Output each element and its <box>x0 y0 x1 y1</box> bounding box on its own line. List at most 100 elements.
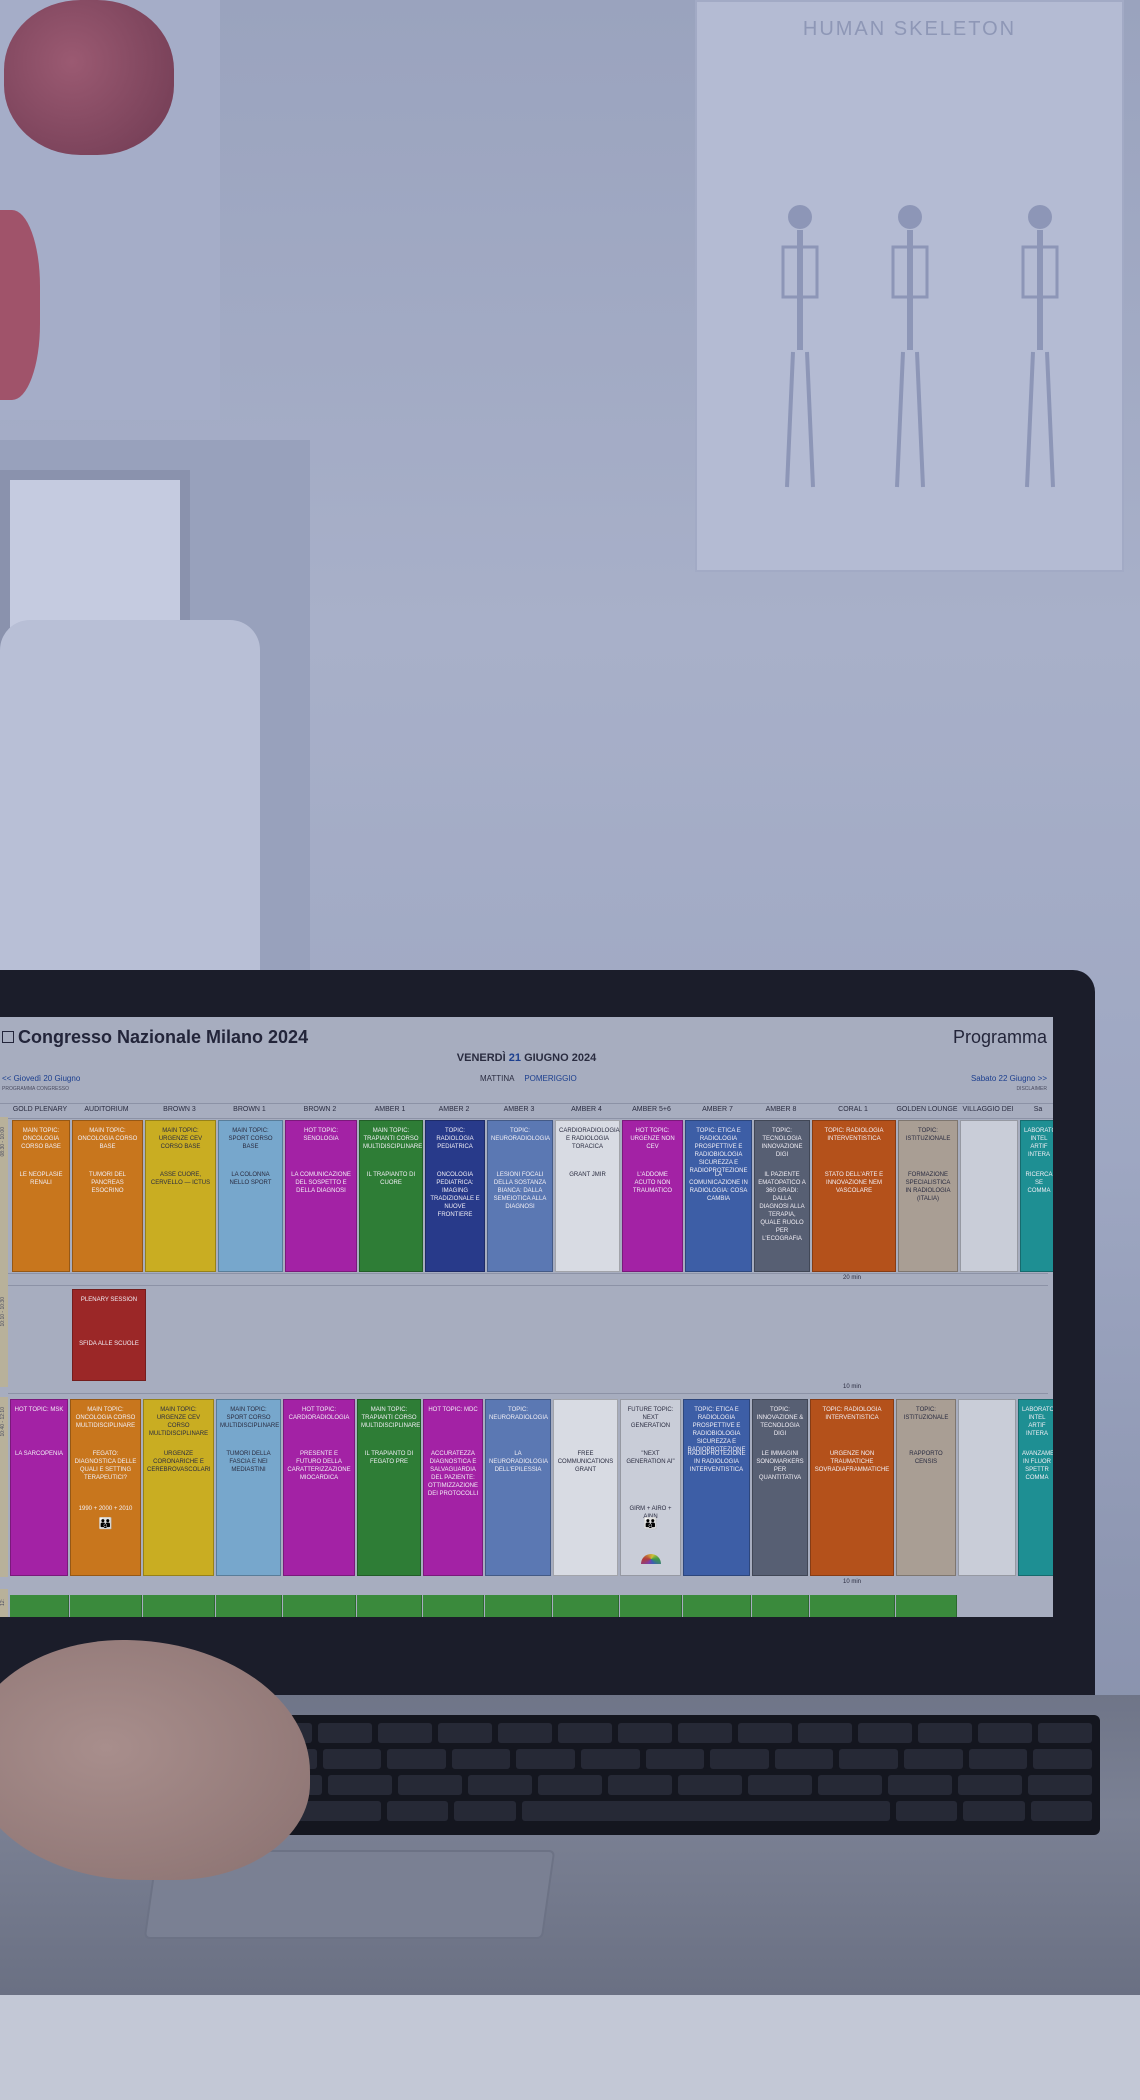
room-header: BROWN 3 <box>163 1106 196 1113</box>
section-title: Programma <box>952 1027 1047 1047</box>
session-title: LA NEURORADIOLOGIA DELL'EPILESSIA <box>489 1451 549 1473</box>
session-card[interactable] <box>958 1399 1016 1576</box>
disclaimer-link[interactable]: DISCLAIMER <box>1016 1086 1047 1092</box>
room-header: AMBER 8 <box>765 1106 797 1113</box>
session-card[interactable] <box>960 1120 1018 1272</box>
session-bar[interactable] <box>810 1595 895 1617</box>
session-card[interactable]: MAIN TOPIC: ONCOLOGIA CORSO BASE LE NEOPL… <box>12 1120 70 1272</box>
session-card[interactable]: MAIN TOPIC: SPORT CORSO MULTIDISCIPLINAR… <box>216 1399 281 1576</box>
session-title: SFIDA ALLE SCUOLE <box>79 1341 139 1347</box>
session-title: FEGATO: DIAGNOSTICA DELLE QUALI E SETTIN… <box>74 1451 137 1481</box>
laptop-screen: Congresso Nazionale Milano 2024 Programm… <box>0 1017 1053 1617</box>
session-bar[interactable] <box>216 1595 282 1617</box>
time-strip <box>0 1397 8 1577</box>
session-bar[interactable] <box>620 1595 682 1617</box>
session-card[interactable]: TOPIC: ETICA E RADIOLOGIA PROSPETTIVE E … <box>685 1120 752 1272</box>
session-card[interactable]: LABORATORIO INTEL ARTIF INTERA AVANZAMENT… <box>1018 1399 1053 1576</box>
session-bar[interactable] <box>143 1595 215 1617</box>
skeleton-figure <box>891 205 929 488</box>
session-bar[interactable] <box>283 1595 356 1617</box>
session-title: LA COMUNICAZIONE DEL SOSPETTO E DELLA DI… <box>291 1172 351 1194</box>
time-strip <box>0 1117 8 1289</box>
session-topic: PLENARY SESSION <box>80 1297 138 1303</box>
program-link[interactable]: PROGRAMMA CONGRESSO <box>2 1086 69 1092</box>
session-topic: MAIN TOPIC: SPORT CORSO BASE <box>228 1128 273 1150</box>
session-card[interactable]: TOPIC: ISTITUZIONALE RAPPORTO CENSIS <box>896 1399 956 1576</box>
session-card[interactable]: HOT TOPIC: SENOLOGIA LA COMUNICAZIONE DEL… <box>285 1120 357 1272</box>
room-header: AMBER 7 <box>702 1106 733 1113</box>
anatomical-model <box>0 210 40 400</box>
session-bar[interactable] <box>752 1595 809 1617</box>
room-header: BROWN 2 <box>303 1106 337 1113</box>
session-card[interactable]: MAIN TOPIC: URGENZE CEV CORSO MULTIDISCI… <box>143 1399 214 1576</box>
session-card[interactable]: FREE COMMUNICATIONS GRANT <box>553 1399 618 1576</box>
period-toggle: MATTINA POMERIGGIO <box>480 1074 577 1083</box>
session-card[interactable]: MAIN TOPIC: ONCOLOGIA CORSO MULTIDISCIPL… <box>70 1399 141 1576</box>
session-card[interactable]: HOT TOPIC: CARDIORADIOLOGIA PRESENTE E FU… <box>283 1399 355 1576</box>
session-card[interactable]: TOPIC: INNOVAZIONE & TECNOLOGIA DIGI LE I… <box>752 1399 808 1576</box>
session-topic: HOT TOPIC: SENOLOGIA <box>303 1128 339 1142</box>
session-title: IL TRAPIANTO DI CUORE <box>366 1172 416 1186</box>
tab-mattina[interactable]: MATTINA <box>480 1074 515 1083</box>
divider <box>8 1273 1048 1274</box>
time-slot-label: 10:40 - 12:10 <box>0 1407 6 1437</box>
people-icon: 👪 <box>643 1518 658 1530</box>
break-label: 20 min <box>843 1275 862 1281</box>
session-card[interactable]: TOPIC: NEURORADIOLOGIA LESIONI FOCALI DEL… <box>487 1120 553 1272</box>
keyboard <box>250 1715 1100 1835</box>
session-card[interactable]: TOPIC: ETICA E RADIOLOGIA PROSPETTIVE E … <box>683 1399 750 1576</box>
session-card[interactable]: TOPIC: NEURORADIOLOGIA LA NEURORADIOLOGIA… <box>485 1399 551 1576</box>
session-topic: MAIN TOPIC: ONCOLOGIA CORSO BASE <box>21 1128 61 1150</box>
prev-day-link[interactable]: << Giovedì 20 Giugno <box>2 1074 81 1083</box>
session-bar[interactable] <box>423 1595 484 1617</box>
session-title: LE NEOPLASIE RENALI <box>19 1172 63 1186</box>
session-bar[interactable] <box>896 1595 957 1617</box>
time-strip <box>0 1287 8 1387</box>
time-slot-label: 10:10 - 10:30 <box>0 1297 6 1327</box>
session-topic: MAIN TOPIC: SPORT CORSO MULTIDISCIPLINAR… <box>220 1407 280 1429</box>
session-card[interactable]: TOPIC: TECNOLOGIA INNOVAZIONE DIGI IL PAZ… <box>754 1120 810 1272</box>
session-title: LA COMUNICAZIONE IN RADIOLOGIA: COSA CAM… <box>689 1172 748 1202</box>
session-card[interactable]: HOT TOPIC: MSK LA SARCOPENIA <box>10 1399 68 1576</box>
session-bar[interactable] <box>70 1595 142 1617</box>
tab-pomeriggio[interactable]: POMERIGGIO <box>524 1074 577 1083</box>
session-card[interactable]: FUTURE TOPIC: NEXT GENERATION "NEXT GENER… <box>620 1399 681 1576</box>
session-topic: FUTURE TOPIC: NEXT GENERATION <box>627 1407 674 1429</box>
skeleton-figure <box>781 205 819 488</box>
session-card[interactable]: MAIN TOPIC: TRAPIANTI CORSO MULTIDISCIPL… <box>357 1399 421 1576</box>
session-card[interactable]: TOPIC: RADIOLOGIA PEDIATRICA ONCOLOGIA PE… <box>425 1120 485 1272</box>
session-topic: MAIN TOPIC: URGENZE CEV CORSO BASE <box>158 1128 203 1150</box>
session-card[interactable]: LABORATORIO INTEL ARTIF INTERA RICERCA SE… <box>1020 1120 1053 1272</box>
session-bar[interactable] <box>683 1595 751 1617</box>
session-topic: MAIN TOPIC: TRAPIANTI CORSO MULTIDISCIPL… <box>361 1407 421 1429</box>
time-slot-label: 08:30 - 10:00 <box>0 1127 6 1157</box>
session-title: ACCURATEZZA DIAGNOSTICA E SALVAGUARDIA D… <box>427 1451 479 1497</box>
session-card[interactable]: TOPIC: RADIOLOGIA INTERVENTISTICA URGENZE… <box>810 1399 894 1576</box>
room-header: CORAL 1 <box>838 1106 868 1113</box>
session-sponsors: GIRM + AIRO + AINN <box>629 1506 672 1520</box>
next-day-link[interactable]: Sabato 22 Giugno >> <box>970 1074 1047 1083</box>
room-header: BROWN 1 <box>233 1106 266 1113</box>
session-card[interactable]: MAIN TOPIC: ONCOLOGIA CORSO BASE TUMORI D… <box>72 1120 143 1272</box>
session-card[interactable]: MAIN TOPIC: SPORT CORSO BASE LA COLONNA N… <box>218 1120 283 1272</box>
session-card[interactable]: PLENARY SESSION SFIDA ALLE SCUOLE <box>72 1289 146 1381</box>
session-card[interactable]: MAIN TOPIC: TRAPIANTI CORSO MULTIDISCIPL… <box>359 1120 423 1272</box>
session-bar[interactable] <box>10 1595 69 1617</box>
session-topic: TOPIC: ISTITUZIONALE <box>905 1128 951 1142</box>
session-card[interactable]: HOT TOPIC: MDC ACCURATEZZA DIAGNOSTICA E … <box>423 1399 483 1576</box>
session-card[interactable]: HOT TOPIC: URGENZE NON CEV L'ADDOME ACUTO… <box>622 1120 683 1272</box>
app-header: Congresso Nazionale Milano 2024 Programm… <box>0 1017 1053 1053</box>
session-card[interactable]: MAIN TOPIC: URGENZE CEV CORSO BASE ASSE C… <box>145 1120 216 1272</box>
session-bar[interactable] <box>357 1595 422 1617</box>
session-topic: TOPIC: ISTITUZIONALE <box>903 1407 949 1421</box>
session-card[interactable]: TOPIC: ISTITUZIONALE FORMAZIONE SPECIALIS… <box>898 1120 958 1272</box>
session-title: IL PAZIENTE EMATOPATICO A 360 GRADI: DAL… <box>758 1172 806 1242</box>
skeleton-poster: HUMAN SKELETON <box>695 0 1124 572</box>
people-icon: 👪 <box>98 1518 113 1530</box>
session-bar[interactable] <box>553 1595 619 1617</box>
session-bar[interactable] <box>485 1595 552 1617</box>
session-card[interactable]: CARDIORADIOLOGIA E RADIOLOGIA TORACICA GR… <box>555 1120 620 1272</box>
session-card[interactable]: TOPIC: RADIOLOGIA INTERVENTISTICA STATO D… <box>812 1120 896 1272</box>
session-topic: TOPIC: ETICA E RADIOLOGIA PROSPETTIVE E … <box>687 1407 746 1453</box>
session-topic: TOPIC: TECNOLOGIA INNOVAZIONE DIGI <box>761 1128 803 1158</box>
